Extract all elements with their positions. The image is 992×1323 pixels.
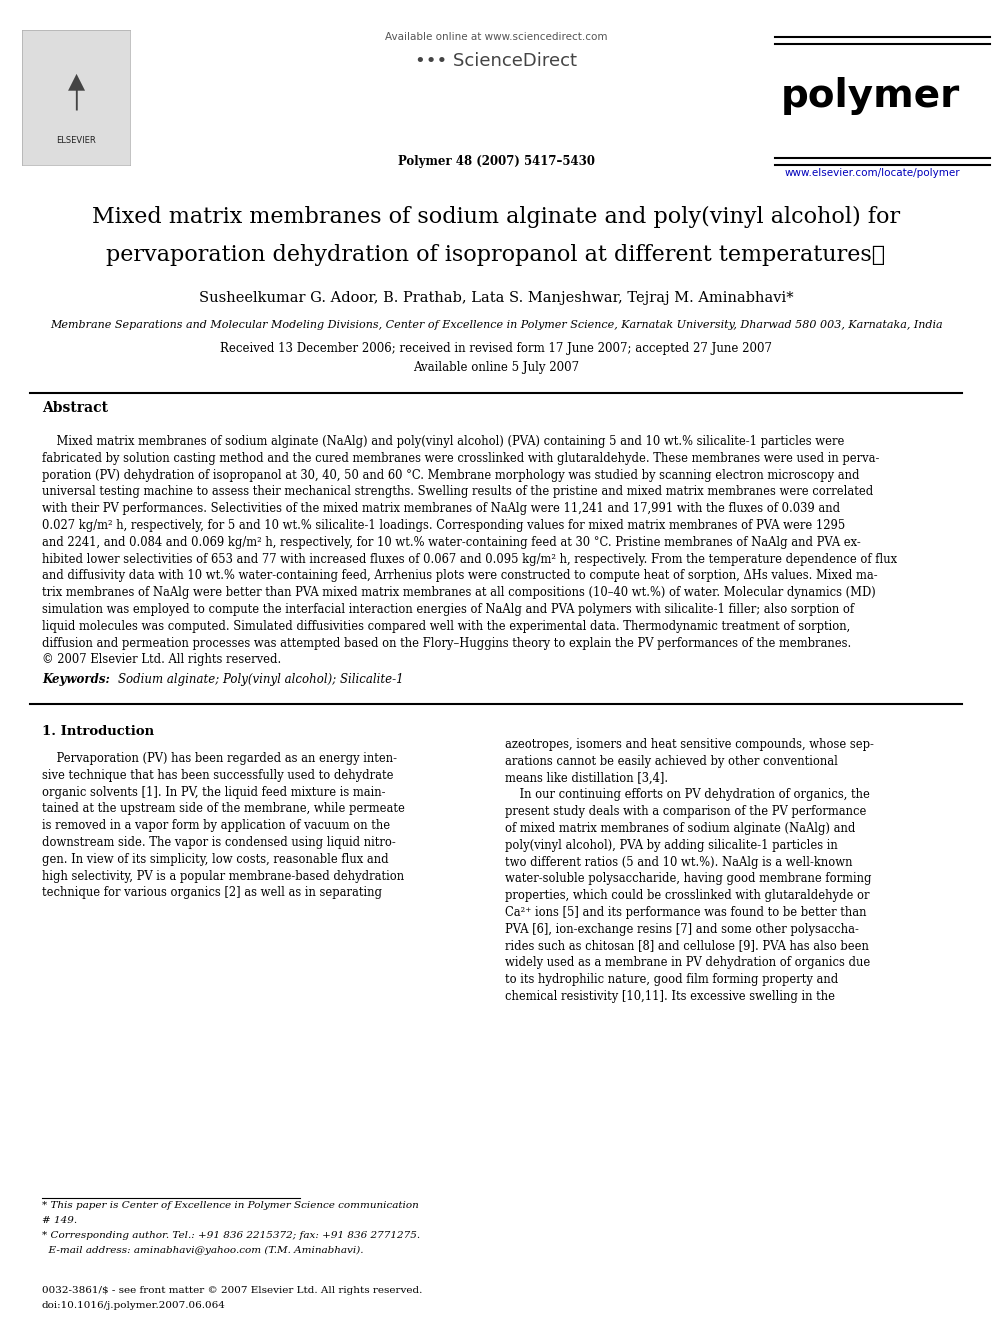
Text: ••• ScienceDirect: ••• ScienceDirect xyxy=(415,52,577,70)
Text: Available online at www.sciencedirect.com: Available online at www.sciencedirect.co… xyxy=(385,32,607,42)
Text: Mixed matrix membranes of sodium alginate and poly(vinyl alcohol) for: Mixed matrix membranes of sodium alginat… xyxy=(92,206,900,228)
Text: Mixed matrix membranes of sodium alginate (NaAlg) and poly(vinyl alcohol) (PVA) : Mixed matrix membranes of sodium alginat… xyxy=(42,435,897,667)
Text: azeotropes, isomers and heat sensitive compounds, whose sep-
arations cannot be : azeotropes, isomers and heat sensitive c… xyxy=(505,738,874,1003)
Text: 1. Introduction: 1. Introduction xyxy=(42,725,154,738)
Text: 0032-3861/$ - see front matter © 2007 Elsevier Ltd. All rights reserved.: 0032-3861/$ - see front matter © 2007 El… xyxy=(42,1286,423,1295)
Text: pervaporation dehydration of isopropanol at different temperatures⋆: pervaporation dehydration of isopropanol… xyxy=(106,243,886,266)
Text: Sodium alginate; Poly(vinyl alcohol); Silicalite-1: Sodium alginate; Poly(vinyl alcohol); Si… xyxy=(118,673,404,687)
Text: E-mail address: aminabhavi@yahoo.com (T.M. Aminabhavi).: E-mail address: aminabhavi@yahoo.com (T.… xyxy=(42,1246,363,1256)
Text: Susheelkumar G. Adoor, B. Prathab, Lata S. Manjeshwar, Tejraj M. Aminabhavi*: Susheelkumar G. Adoor, B. Prathab, Lata … xyxy=(198,291,794,306)
Text: Pervaporation (PV) has been regarded as an energy inten-
sive technique that has: Pervaporation (PV) has been regarded as … xyxy=(42,751,405,900)
Text: Available online 5 July 2007: Available online 5 July 2007 xyxy=(413,361,579,374)
Text: ▲
|: ▲ | xyxy=(67,71,84,110)
Text: Keywords:: Keywords: xyxy=(42,673,114,687)
Text: doi:10.1016/j.polymer.2007.06.064: doi:10.1016/j.polymer.2007.06.064 xyxy=(42,1301,226,1310)
Text: Membrane Separations and Molecular Modeling Divisions, Center of Excellence in P: Membrane Separations and Molecular Model… xyxy=(50,320,942,329)
Text: polymer: polymer xyxy=(781,77,960,115)
Text: * Corresponding author. Tel.: +91 836 2215372; fax: +91 836 2771275.: * Corresponding author. Tel.: +91 836 22… xyxy=(42,1230,421,1240)
Text: # 149.: # 149. xyxy=(42,1216,77,1225)
Text: Received 13 December 2006; received in revised form 17 June 2007; accepted 27 Ju: Received 13 December 2006; received in r… xyxy=(220,343,772,355)
Text: ELSEVIER: ELSEVIER xyxy=(57,136,96,144)
Text: Abstract: Abstract xyxy=(42,401,108,415)
Text: www.elsevier.com/locate/polymer: www.elsevier.com/locate/polymer xyxy=(785,168,960,179)
Text: Polymer 48 (2007) 5417–5430: Polymer 48 (2007) 5417–5430 xyxy=(398,155,594,168)
Text: * This paper is Center of Excellence in Polymer Science communication: * This paper is Center of Excellence in … xyxy=(42,1201,419,1211)
